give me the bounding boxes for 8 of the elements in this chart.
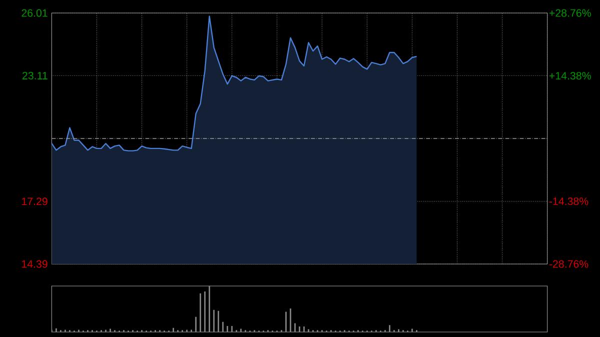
y2-tick-label: +28.76% bbox=[549, 9, 591, 17]
y-tick-label: 23.11 bbox=[22, 72, 48, 80]
y-tick-label: 17.29 bbox=[22, 198, 48, 206]
y-tick-label: 26.01 bbox=[22, 9, 48, 17]
y2-tick-label: -14.38% bbox=[549, 197, 588, 206]
y2-tick-label: +14.38% bbox=[549, 72, 591, 80]
y-tick-label: 14.39 bbox=[22, 260, 48, 268]
y2-tick-label: -28.76% bbox=[549, 260, 588, 268]
